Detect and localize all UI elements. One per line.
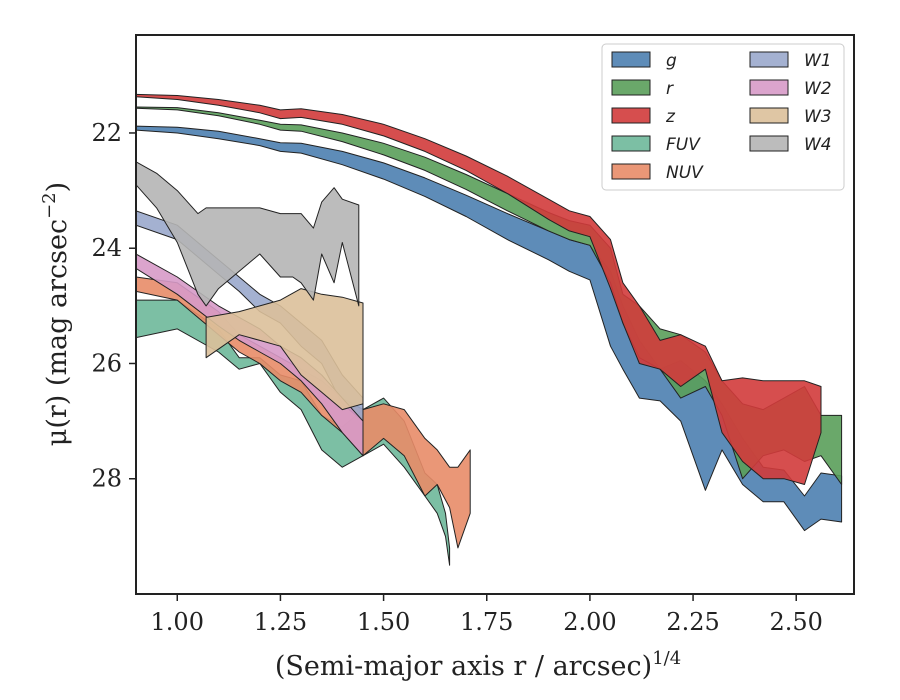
legend-label-w3: W3	[804, 107, 832, 127]
band-w3	[205, 288, 364, 411]
x-tick-label: 1.00	[151, 608, 204, 636]
legend-swatch-w2	[749, 79, 789, 96]
legend-label-w1: W1	[804, 51, 832, 71]
legend-label-fuv: FUV	[666, 135, 701, 155]
legend-swatch-fuv	[611, 135, 651, 152]
legend-swatch-w3	[749, 107, 789, 124]
legend-label-z: z	[665, 107, 676, 127]
profile-bands	[136, 93, 843, 566]
legend-swatch-r	[611, 79, 651, 96]
y-axis-title-superscript: −2	[39, 192, 60, 219]
legend-label-r: r	[666, 79, 674, 99]
x-tick-label: 1.25	[254, 608, 307, 636]
x-tick-label: 2.25	[666, 608, 719, 636]
legend-swatch-w1	[749, 51, 789, 68]
x-axis-title-superscript: 1/4	[652, 648, 681, 669]
legend-label-w2: W2	[804, 79, 832, 99]
legend-label-w4: W4	[804, 135, 832, 155]
legend-swatch-g	[611, 51, 651, 68]
y-axis: 22 24 26 28	[91, 119, 136, 493]
legend-swatch-z	[611, 107, 651, 124]
y-axis-title: μ(r) (mag arcsec−2)	[39, 182, 73, 446]
legend: grz FUV NUV W1 W2 W3 W4	[601, 43, 845, 191]
x-axis: 1.00 1.25 1.50 1.75 2.00 2.25 2.50	[151, 594, 823, 636]
y-tick-label: 22	[91, 119, 122, 147]
x-axis-title: (Semi-major axis r / arcsec)1/4	[275, 648, 681, 682]
y-tick-label: 26	[91, 349, 122, 377]
y-tick-label: 24	[91, 234, 122, 262]
x-tick-label: 1.75	[460, 608, 513, 636]
legend-swatch-nuv	[611, 163, 651, 180]
legend-swatch-w4	[749, 135, 789, 152]
legend-label-nuv: NUV	[666, 163, 704, 183]
x-tick-label: 2.50	[770, 608, 823, 636]
x-tick-label: 2.00	[563, 608, 616, 636]
legend-label-g: g	[666, 51, 677, 71]
band-g	[136, 125, 843, 532]
plot-frame	[135, 34, 855, 595]
y-tick-label: 28	[91, 465, 122, 493]
band-w4	[136, 161, 360, 307]
x-tick-label: 1.50	[357, 608, 410, 636]
band-z	[136, 93, 822, 485]
